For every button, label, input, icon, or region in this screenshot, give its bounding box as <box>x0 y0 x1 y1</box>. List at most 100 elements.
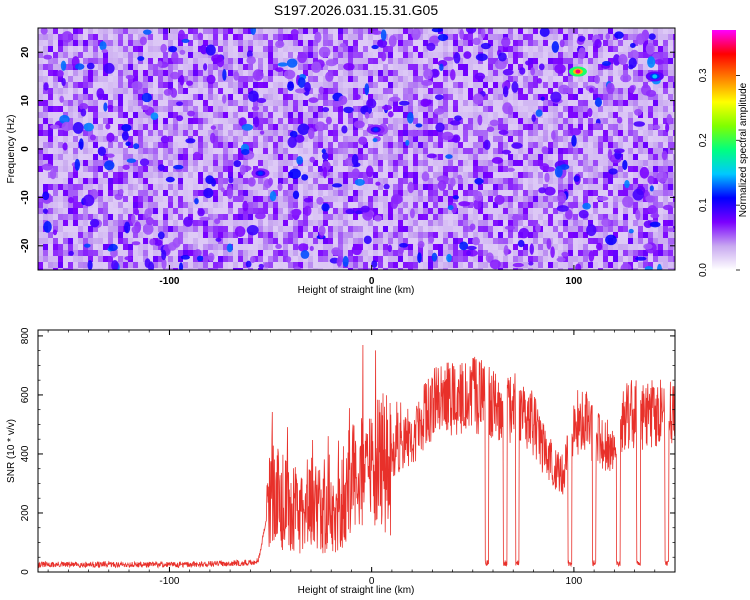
spectrogram-cell <box>288 196 294 203</box>
spectrogram-cell <box>278 34 284 41</box>
spectrogram-cell <box>218 166 224 173</box>
spectrogram-cell <box>313 28 319 35</box>
spectrogram-cell <box>248 172 254 179</box>
spectrogram-cell <box>198 130 204 137</box>
spectrogram-cell <box>423 130 429 137</box>
spectrogram-cell <box>233 106 239 113</box>
spectrogram-cell <box>338 88 344 95</box>
spectrogram-cell <box>338 70 344 77</box>
spectrogram-cell <box>238 28 244 35</box>
spectrogram-cell <box>483 166 489 173</box>
spectrogram-cell <box>143 136 149 143</box>
spectrogram-cell <box>493 202 499 209</box>
spectrogram-cell <box>513 94 519 101</box>
spectrogram-cell <box>108 28 114 35</box>
spectrogram-cell <box>63 256 69 263</box>
spectrogram-cell <box>208 202 214 209</box>
spectrogram-cell <box>293 196 299 203</box>
spectrogram-cell <box>203 208 209 215</box>
spectrogram-cell <box>53 136 59 143</box>
spectrogram-cell <box>203 70 209 77</box>
spectrogram-cell <box>543 100 549 107</box>
spectrogram-cell <box>178 118 184 125</box>
spectrogram-cell <box>208 232 214 239</box>
spectrogram-cell <box>213 238 219 245</box>
spectrogram-cell <box>48 250 54 257</box>
spectrogram-cell <box>78 166 84 173</box>
spectrogram-cell <box>338 226 344 233</box>
spectrogram-cell <box>578 58 584 65</box>
spectrogram-cell <box>278 112 284 119</box>
spectrogram-cell <box>573 190 579 197</box>
spectrogram-cell <box>323 244 329 251</box>
spectrogram-cell <box>63 244 69 251</box>
spectrogram-cell <box>383 244 389 251</box>
spectrogram-cell <box>578 148 584 155</box>
spectrogram-cell <box>328 172 334 179</box>
spectrogram-cell <box>78 76 84 83</box>
spectrogram-cell <box>593 160 599 167</box>
spectrogram-cell <box>653 136 659 143</box>
spectrogram-cell <box>448 28 454 35</box>
spectrogram-cell <box>343 244 349 251</box>
spectrogram-cell <box>353 34 359 41</box>
spectrogram-cell <box>208 172 214 179</box>
spectrogram-cell <box>193 58 199 65</box>
spectrogram-cell <box>273 238 279 245</box>
spectrogram-cell <box>668 58 674 65</box>
spectrogram-cell <box>183 76 189 83</box>
spectrogram-cell <box>433 82 439 89</box>
spectrogram-cell <box>83 184 89 191</box>
spectrogram-cell <box>198 190 204 197</box>
spectrogram-cell <box>343 40 349 47</box>
spectrogram-cell <box>518 94 524 101</box>
spectrogram-cell <box>383 70 389 77</box>
spectrogram-cell <box>128 82 134 89</box>
spectrogram-cell <box>108 190 114 197</box>
spectrogram-cell <box>48 100 54 107</box>
spectrogram-cell <box>508 88 514 95</box>
spectrogram-cell <box>218 124 224 131</box>
spectrogram-cell <box>133 58 139 65</box>
spectrogram-cell <box>123 106 129 113</box>
spectrogram-cell <box>523 94 529 101</box>
spectrogram-cell <box>438 238 444 245</box>
spectrogram-cell <box>218 202 224 209</box>
spectrogram-cell <box>58 232 64 239</box>
spectrogram-cell <box>388 64 394 71</box>
spectrogram-cell <box>558 250 564 257</box>
spectrogram-cell <box>213 88 219 95</box>
spectrogram-cell <box>513 190 519 197</box>
spectrogram-cell <box>143 154 149 161</box>
spectrogram-cell <box>373 34 379 41</box>
spectrogram-cell <box>193 226 199 233</box>
spectrogram-cell <box>548 256 554 263</box>
spectrogram-cell <box>148 202 154 209</box>
spectrogram-cell <box>388 202 394 209</box>
spectrogram-cell <box>103 46 109 53</box>
spectrogram-cell <box>243 232 249 239</box>
spectrogram-cell <box>528 52 534 59</box>
spectrogram-cell <box>108 184 114 191</box>
spectrogram-cell <box>78 256 84 263</box>
spectrogram-cell <box>483 124 489 131</box>
spectrogram-cell <box>188 58 194 65</box>
spectrogram-cell <box>538 148 544 155</box>
spectrogram-cell <box>88 166 94 173</box>
spectrogram-cell <box>528 172 534 179</box>
spectrogram-cell <box>303 70 309 77</box>
spectrogram-cell <box>668 190 674 197</box>
spectrogram-cell <box>238 256 244 263</box>
spectrogram-cell <box>398 106 404 113</box>
spectrogram-cell <box>493 28 499 35</box>
spectrogram-cell <box>463 208 469 215</box>
spectrogram-cell <box>268 166 274 173</box>
spectrogram-cell <box>373 166 379 173</box>
spectrogram-cell <box>378 244 384 251</box>
spectrogram-cell <box>548 64 554 71</box>
spectrogram-cell <box>263 28 269 35</box>
spectrogram-cell <box>393 226 399 233</box>
spectrogram-cell <box>563 184 569 191</box>
spectrogram-cell <box>163 220 169 227</box>
spectrogram-cell <box>358 64 364 71</box>
